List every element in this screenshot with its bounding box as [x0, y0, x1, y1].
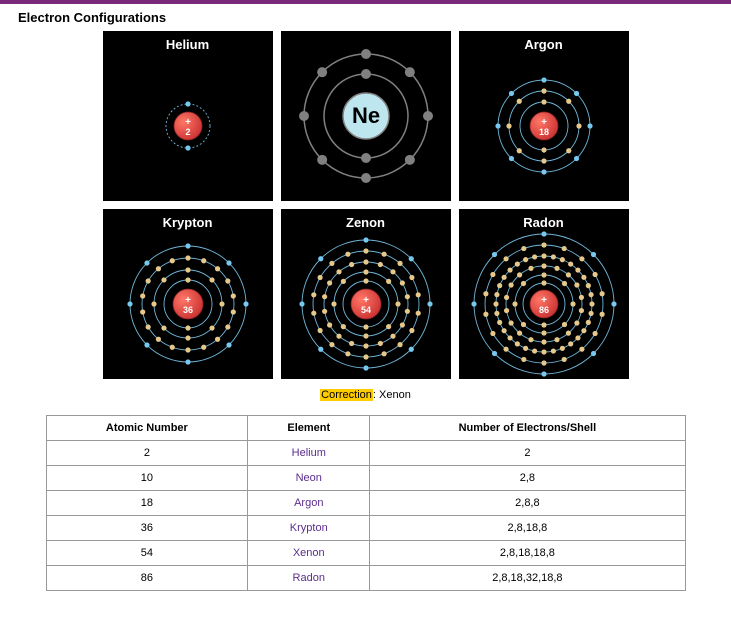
- atom-cell-neon: Ne: [281, 31, 451, 201]
- table-cell: 2,8,8: [370, 491, 685, 516]
- table-cell: 36: [46, 516, 248, 541]
- atom-diagram: +86: [459, 209, 629, 379]
- table-row: 36Krypton2,8,18,8: [46, 516, 685, 541]
- table-cell: 2,8: [370, 466, 685, 491]
- atom-cell-argon: Argon+18: [459, 31, 629, 201]
- table-cell: 18: [46, 491, 248, 516]
- table-cell: Argon: [248, 491, 370, 516]
- table-cell: 2: [46, 441, 248, 466]
- table-row: 10Neon2,8: [46, 466, 685, 491]
- table-row: 2Helium2: [46, 441, 685, 466]
- correction-text: Xenon: [379, 389, 411, 401]
- svg-text:2: 2: [185, 127, 190, 137]
- diagram-grid: Helium+2 Ne Argon+18 Krypton+36Zenon+54Rado…: [14, 31, 717, 379]
- correction-label: Correction: [320, 389, 373, 401]
- table-row: 86Radon2,8,18,32,18,8: [46, 566, 685, 591]
- table-cell: Radon: [248, 566, 370, 591]
- table-row: 54Xenon2,8,18,18,8: [46, 541, 685, 566]
- page: Electron Configurations Helium+2NeArgon+…: [0, 4, 731, 605]
- table-header-cell: Number of Electrons/Shell: [370, 416, 685, 441]
- atom-diagram: +2: [103, 31, 273, 201]
- atom-diagram: +54: [281, 209, 451, 379]
- atom-cell-radon: Radon+86: [459, 209, 629, 379]
- table-header-cell: Atomic Number: [46, 416, 248, 441]
- table-cell: Neon: [248, 466, 370, 491]
- table-cell: 86: [46, 566, 248, 591]
- element-table: Atomic NumberElementNumber of Electrons/…: [46, 415, 686, 591]
- table-body: 2Helium210Neon2,818Argon2,8,836Krypton2,…: [46, 441, 685, 591]
- table-cell: Helium: [248, 441, 370, 466]
- table-cell: 2,8,18,18,8: [370, 541, 685, 566]
- atom-cell-xenon: Zenon+54: [281, 209, 451, 379]
- svg-text:18: 18: [538, 127, 548, 137]
- atom-diagram: Ne: [281, 31, 451, 201]
- table-cell: 2: [370, 441, 685, 466]
- table-cell: 10: [46, 466, 248, 491]
- table-cell: 2,8,18,8: [370, 516, 685, 541]
- table-row: 18Argon2,8,8: [46, 491, 685, 516]
- svg-text:Ne: Ne: [351, 103, 379, 128]
- atom-cell-helium: Helium+2: [103, 31, 273, 201]
- table-cell: 54: [46, 541, 248, 566]
- correction-note: Correction: Xenon: [14, 389, 717, 401]
- atom-cell-krypton: Krypton+36: [103, 209, 273, 379]
- svg-text:36: 36: [182, 305, 192, 315]
- svg-text:54: 54: [360, 305, 370, 315]
- table-header-row: Atomic NumberElementNumber of Electrons/…: [46, 416, 685, 441]
- svg-text:86: 86: [538, 305, 548, 315]
- atom-diagram: +36: [103, 209, 273, 379]
- table-header-cell: Element: [248, 416, 370, 441]
- page-title: Electron Configurations: [18, 10, 717, 25]
- table-cell: 2,8,18,32,18,8: [370, 566, 685, 591]
- table-cell: Krypton: [248, 516, 370, 541]
- atom-diagram: +18: [459, 31, 629, 201]
- table-cell: Xenon: [248, 541, 370, 566]
